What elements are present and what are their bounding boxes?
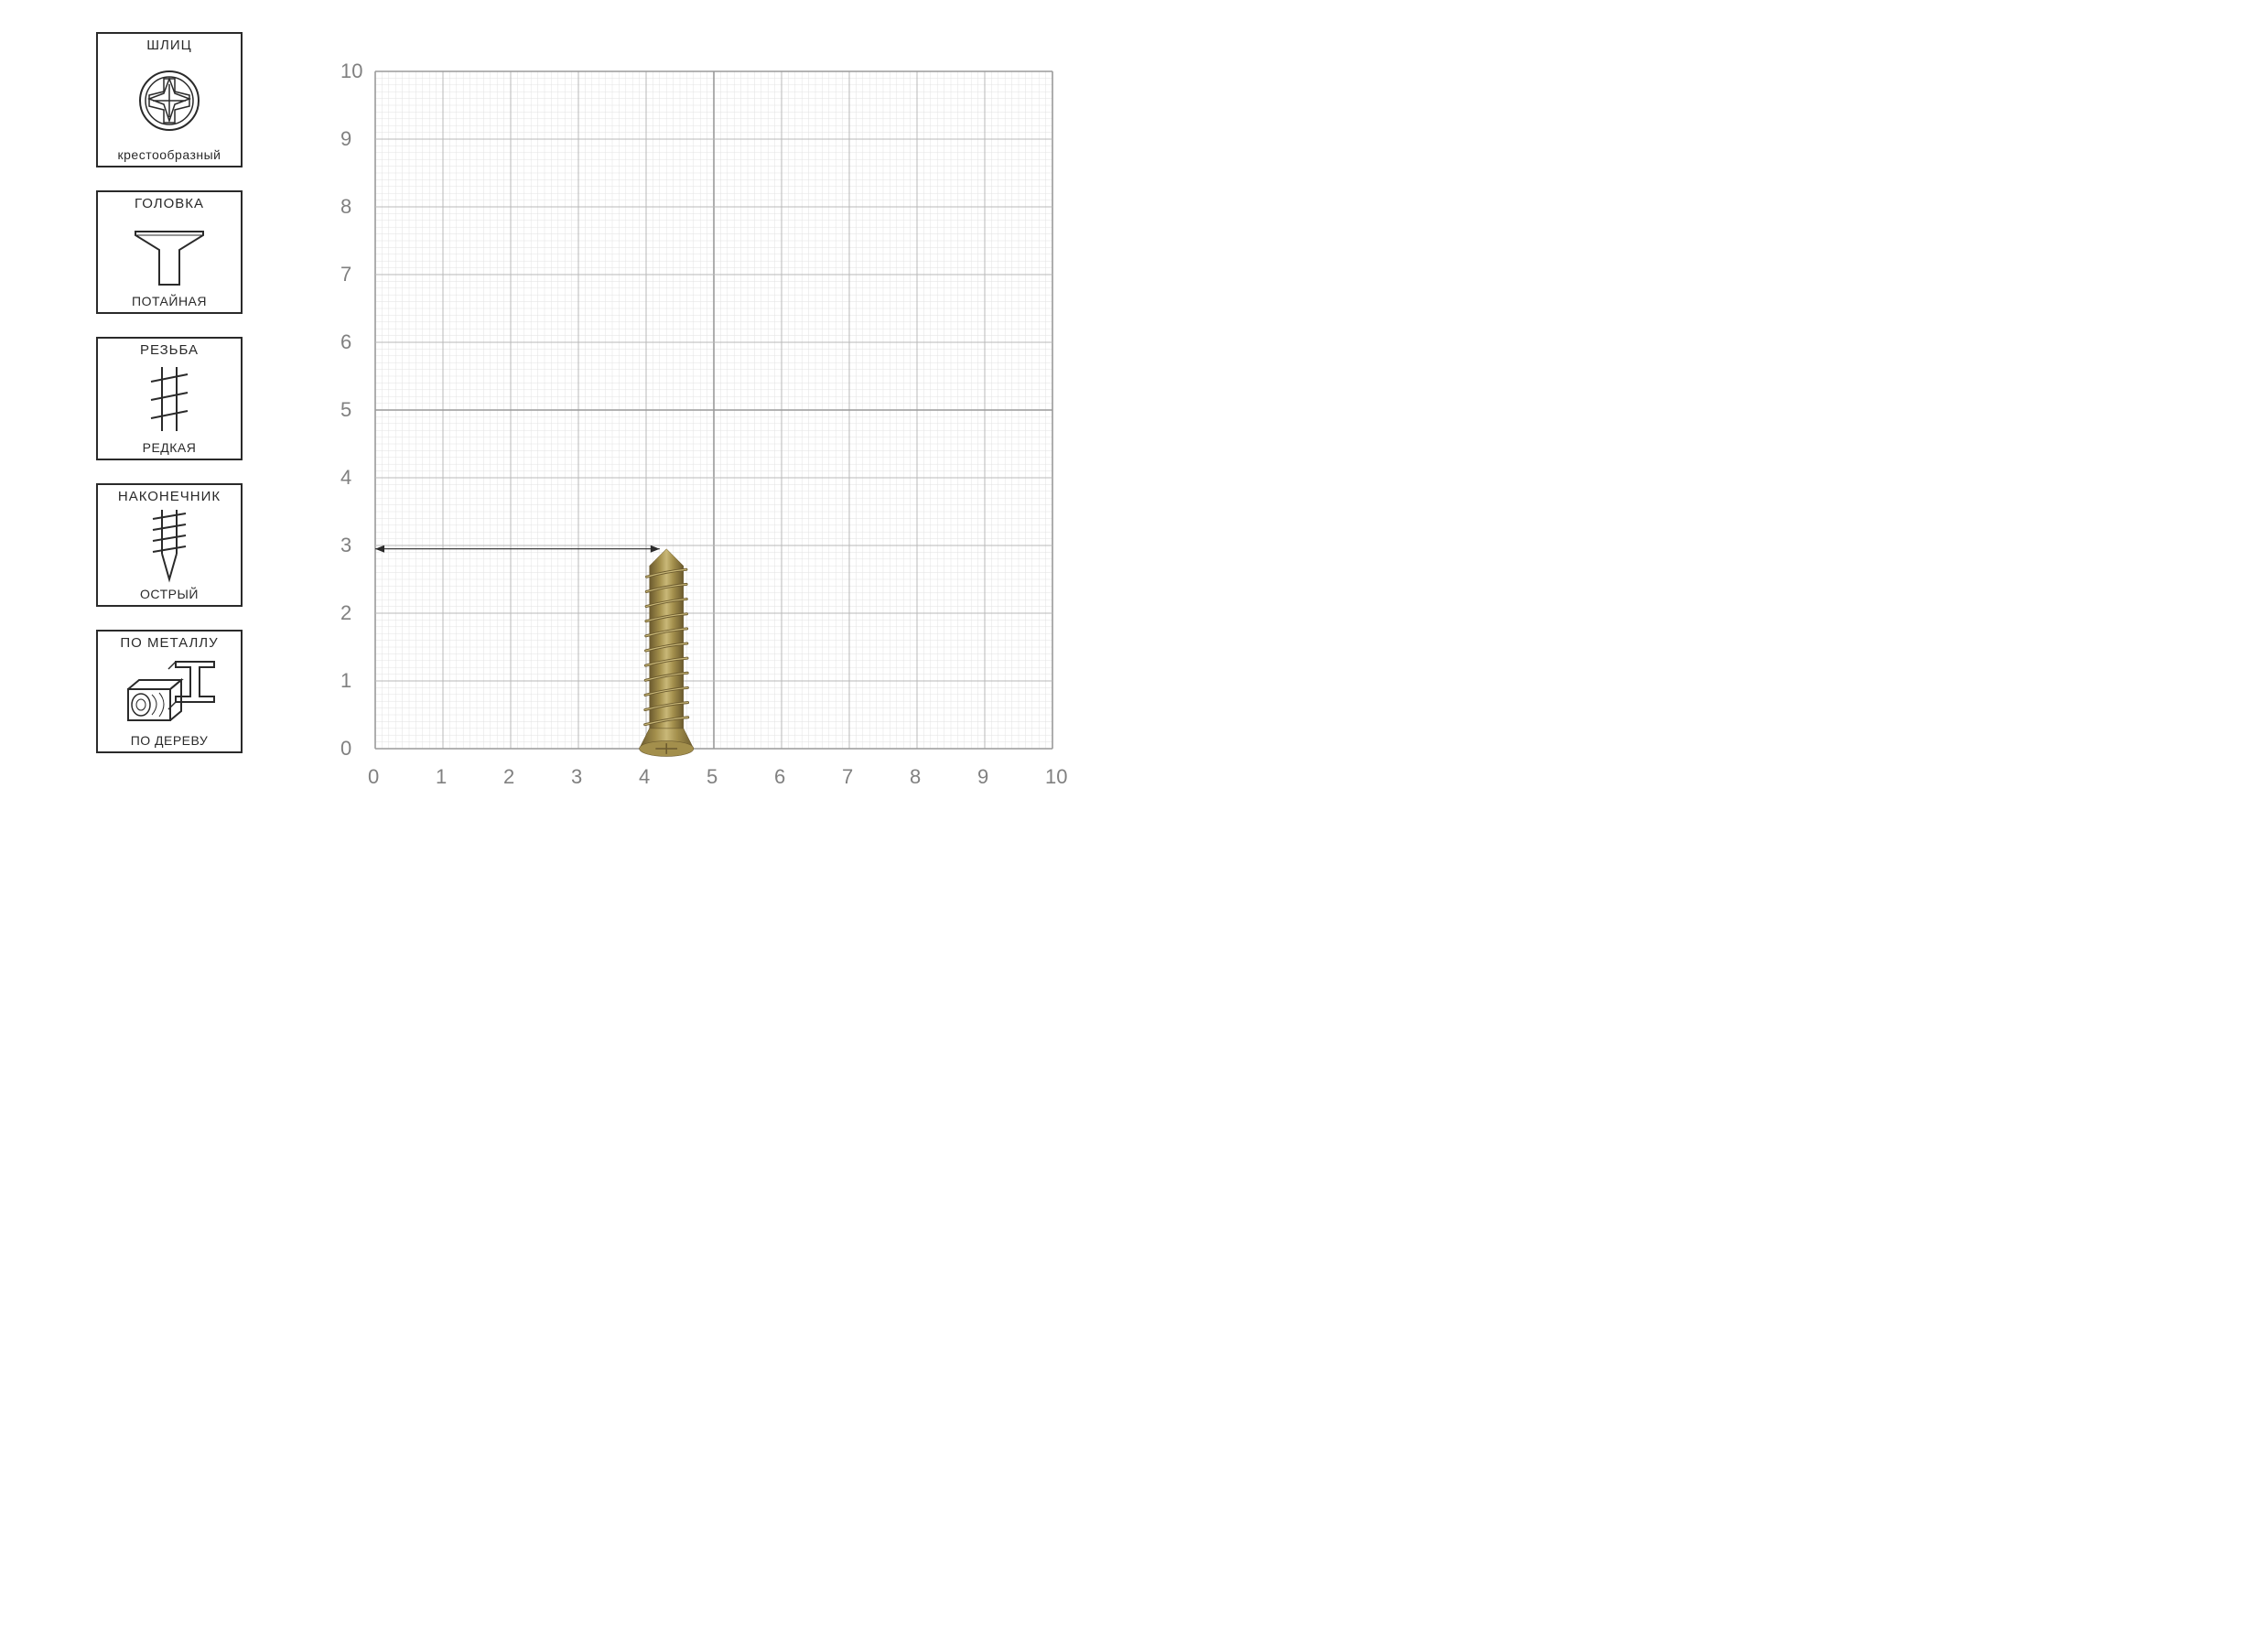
y-tick-label: 2: [340, 601, 351, 625]
spec-sidebar: ШЛИЦ крестообразный ГОЛОВКА ПОТАЙНАЯ: [96, 32, 247, 753]
y-tick-label: 9: [340, 127, 351, 151]
spec-title: ГОЛОВКА: [135, 196, 204, 211]
y-tick-label: 6: [340, 330, 351, 354]
spec-material: ПО МЕТАЛЛУ ПО ДЕРЕВУ: [96, 630, 243, 753]
screw-on-grid: [320, 44, 1080, 804]
spec-sub: ПО ДЕРЕВУ: [131, 733, 209, 748]
y-tick-label: 10: [340, 59, 362, 83]
y-tick-label: 7: [340, 263, 351, 286]
spec-title: ШЛИЦ: [146, 38, 191, 53]
y-tick-label: 5: [340, 398, 351, 422]
y-tick-label: 3: [340, 534, 351, 557]
measurement-grid: 0 1 2 3 4 5 6 7 8 9 10 0 1 2 3 4 5 6 7 8 9 10: [320, 44, 1080, 804]
countersunk-icon: [128, 211, 210, 294]
spec-slot: ШЛИЦ крестообразный: [96, 32, 243, 167]
x-tick-label: 7: [842, 765, 853, 789]
spec-sub: ОСТРЫЙ: [140, 587, 199, 601]
spec-title: НАКОНЕЧНИК: [118, 489, 221, 504]
spec-sub: ПОТАЙНАЯ: [132, 294, 207, 308]
spec-title: РЕЗЬБА: [140, 342, 199, 358]
wood-metal-icon: [119, 651, 220, 733]
x-tick-label: 6: [774, 765, 785, 789]
phillips-icon: [136, 53, 202, 147]
x-tick-label: 0: [368, 765, 379, 789]
y-tick-label: 8: [340, 195, 351, 219]
spec-thread: РЕЗЬБА РЕДКАЯ: [96, 337, 243, 460]
x-tick-label: 5: [707, 765, 718, 789]
coarse-thread-icon: [142, 358, 197, 440]
spec-sub: крестообразный: [118, 147, 221, 162]
x-tick-label: 3: [571, 765, 582, 789]
x-tick-label: 2: [503, 765, 514, 789]
y-tick-label: 4: [340, 466, 351, 490]
x-tick-label: 1: [436, 765, 447, 789]
x-tick-label: 8: [910, 765, 921, 789]
spec-title: ПО МЕТАЛЛУ: [120, 635, 218, 651]
spec-head: ГОЛОВКА ПОТАЙНАЯ: [96, 190, 243, 314]
sharp-tip-icon: [142, 504, 197, 587]
spec-tip: НАКОНЕЧНИК ОСТРЫЙ: [96, 483, 243, 607]
x-tick-label: 4: [639, 765, 650, 789]
y-tick-label: 1: [340, 669, 351, 693]
y-tick-label: 0: [340, 737, 351, 761]
x-tick-label: 10: [1045, 765, 1067, 789]
x-tick-label: 9: [977, 765, 988, 789]
spec-sub: РЕДКАЯ: [143, 440, 197, 455]
